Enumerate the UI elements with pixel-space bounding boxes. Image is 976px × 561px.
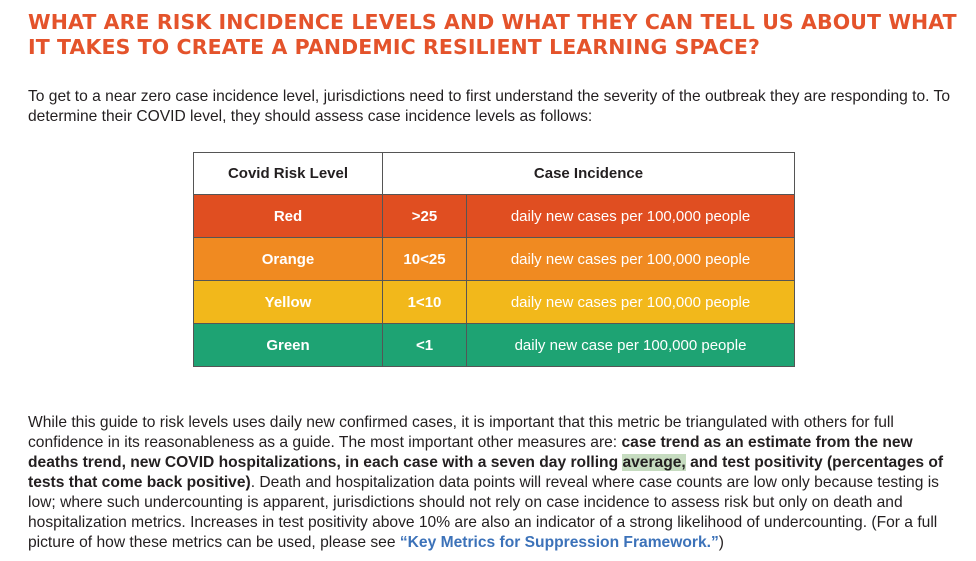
incidence-description-cell: daily new cases per 100,000 people — [466, 280, 795, 324]
body-text-part1: While this guide to risk levels uses dai… — [28, 414, 894, 451]
intro-paragraph: To get to a near zero case incidence lev… — [28, 88, 951, 125]
body-text-part3: ) — [718, 534, 724, 551]
risk-level-table: Covid Risk Level Case Incidence Red >25 … — [193, 152, 795, 367]
table-row-red: Red >25 daily new cases per 100,000 peop… — [193, 194, 795, 238]
page-title: WHAT ARE RISK INCIDENCE LEVELS AND WHAT … — [28, 10, 957, 59]
incidence-range-cell: <1 — [382, 323, 467, 367]
risk-level-cell: Green — [193, 323, 383, 367]
key-measures-bold-1: case trend as an estimate from the new d… — [28, 434, 913, 471]
header-case-incidence: Case Incidence — [382, 152, 795, 195]
incidence-description-cell: daily new cases per 100,000 people — [466, 194, 795, 238]
incidence-range-cell: 1<10 — [382, 280, 467, 324]
incidence-description-cell: daily new cases per 100,000 people — [466, 237, 795, 281]
table-row-yellow: Yellow 1<10 daily new cases per 100,000 … — [193, 280, 795, 324]
risk-level-cell: Orange — [193, 237, 383, 281]
body-text-part2: . Death and hospitalization data points … — [28, 474, 939, 551]
header-covid-risk-level: Covid Risk Level — [193, 152, 383, 195]
table-row-orange: Orange 10<25 daily new cases per 100,000… — [193, 237, 795, 281]
risk-level-cell: Red — [193, 194, 383, 238]
key-measures-bold-2: and test positivity (percentages of test… — [28, 454, 944, 491]
table-header-row: Covid Risk Level Case Incidence — [193, 152, 795, 195]
key-metrics-link[interactable]: “Key Metrics for Suppression Framework.” — [399, 534, 719, 551]
table-row-green: Green <1 daily new case per 100,000 peop… — [193, 323, 795, 367]
risk-level-cell: Yellow — [193, 280, 383, 324]
incidence-range-cell: >25 — [382, 194, 467, 238]
incidence-range-cell: 10<25 — [382, 237, 467, 281]
incidence-description-cell: daily new case per 100,000 people — [466, 323, 795, 367]
body-paragraph: While this guide to risk levels uses dai… — [28, 413, 963, 553]
highlighted-word: average, — [622, 454, 686, 471]
